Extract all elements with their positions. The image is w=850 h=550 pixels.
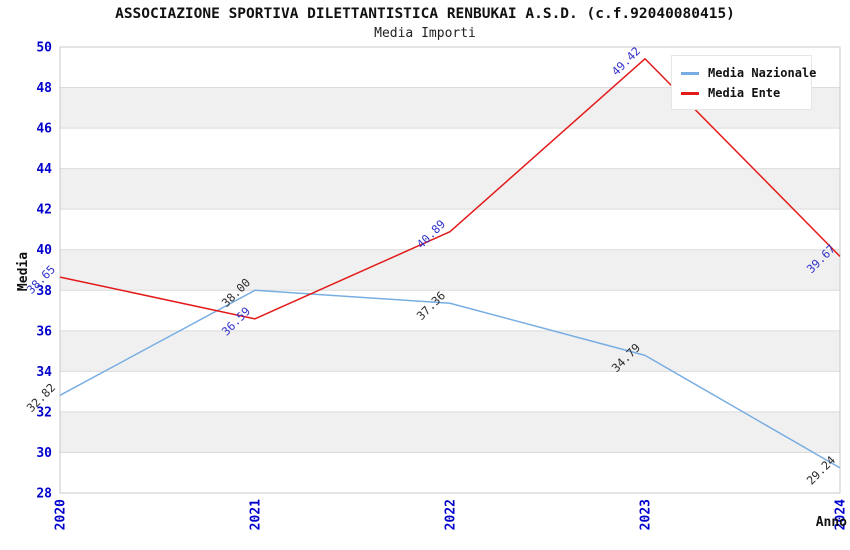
legend-label: Media Nazionale: [708, 66, 817, 80]
x-tick-label: 2023: [639, 499, 654, 530]
y-tick-label: 50: [36, 41, 52, 56]
series-line-0: [59, 289, 841, 469]
y-axis-title: Media: [16, 251, 32, 292]
plot-band: [60, 168, 840, 210]
y-tick-label: 48: [36, 81, 52, 96]
legend-item-media-nazionale: Media Nazionale: [681, 66, 816, 80]
y-tick-label: 46: [36, 122, 52, 137]
legend-item-media-ente: Media Ente: [681, 86, 803, 100]
y-tick-label: 32: [36, 405, 52, 420]
legend-swatch-media-nazionale: [681, 71, 699, 75]
y-tick-label: 30: [36, 446, 52, 461]
plot-border: [59, 46, 841, 494]
legend-swatch-media-ente: [681, 91, 699, 95]
chart-legend: Media Nazionale Media Ente: [671, 55, 816, 110]
y-tick-label: 36: [36, 324, 52, 339]
x-tick-label: 2020: [54, 499, 69, 530]
x-tick-label: 2021: [249, 499, 264, 530]
y-tick-label: 38: [36, 284, 52, 299]
y-tick-label: 34: [36, 365, 52, 380]
chart-subtitle: Media Importi: [374, 26, 476, 41]
legend-label: Media Ente: [708, 86, 781, 100]
chart-title: ASSOCIAZIONE SPORTIVA DILETTANTISTICA RE…: [115, 6, 735, 22]
y-tick-label: 40: [36, 243, 52, 258]
point-label: 29.24: [804, 453, 838, 487]
plot-band: [60, 249, 840, 291]
y-tick-label: 28: [36, 487, 52, 502]
point-label: 49.42: [609, 44, 643, 78]
y-tick-label: 42: [36, 203, 52, 218]
plot-band: [60, 330, 840, 372]
plot-band: [60, 411, 840, 453]
series-line-1: [59, 58, 841, 320]
point-label: 37.36: [414, 288, 448, 322]
x-tick-label: 2024: [834, 499, 849, 530]
x-axis-title: Anno: [815, 515, 847, 530]
x-tick-label: 2022: [444, 499, 459, 530]
y-tick-label: 44: [36, 162, 52, 177]
